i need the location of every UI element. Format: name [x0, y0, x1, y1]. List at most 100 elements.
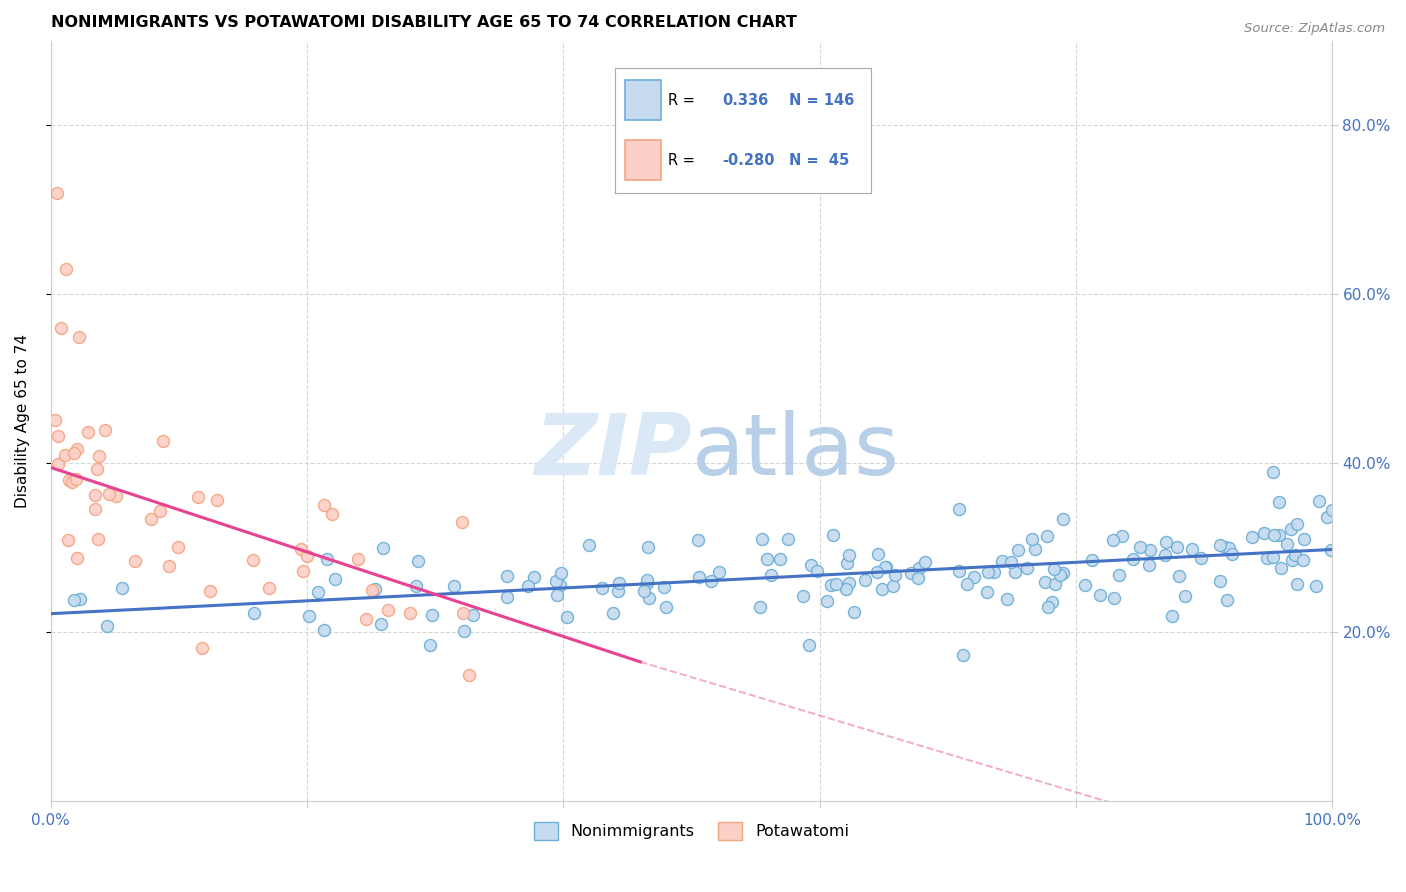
Point [759, 568, 782, 582]
Point [976, 584, 998, 599]
Text: ZIP: ZIP [534, 410, 692, 493]
Point [191, 641, 214, 656]
Point [602, 606, 624, 620]
Point [1253, 525, 1275, 540]
Point [637, 540, 659, 554]
Point [1088, 588, 1111, 602]
Point [1189, 551, 1212, 566]
Point [1286, 577, 1309, 591]
Point [111, 581, 134, 595]
Point [882, 579, 904, 593]
Point [907, 561, 929, 575]
Point [1004, 565, 1026, 579]
Point [607, 576, 630, 591]
Point [1111, 529, 1133, 543]
Point [963, 569, 986, 583]
Point [1284, 548, 1306, 562]
Point [948, 564, 970, 578]
Point [1213, 541, 1236, 555]
Point [952, 648, 974, 663]
Point [655, 600, 678, 615]
Point [1268, 528, 1291, 542]
Point [799, 638, 821, 652]
Point [149, 503, 172, 517]
Point [67, 329, 90, 343]
Point [346, 552, 368, 566]
Point [257, 581, 280, 595]
Point [373, 541, 395, 556]
Point [652, 580, 675, 594]
Point [361, 582, 384, 597]
Point [1033, 574, 1056, 589]
Point [60, 475, 83, 489]
Point [65, 550, 87, 565]
Point [815, 594, 838, 608]
Point [84, 488, 107, 502]
Point [1261, 549, 1284, 564]
Point [821, 527, 844, 541]
Point [842, 605, 865, 619]
Point [1261, 466, 1284, 480]
Point [1320, 542, 1343, 557]
Point [399, 606, 422, 620]
Point [1160, 608, 1182, 623]
Point [1049, 567, 1071, 582]
Point [1292, 553, 1315, 567]
Point [1153, 548, 1175, 562]
Point [636, 573, 658, 587]
Point [496, 590, 519, 604]
Text: Source: ZipAtlas.com: Source: ZipAtlas.com [1244, 22, 1385, 36]
Point [1000, 555, 1022, 569]
Point [1036, 599, 1059, 614]
Point [699, 574, 721, 589]
Point [314, 623, 336, 637]
Point [1168, 568, 1191, 582]
Point [1181, 541, 1204, 556]
Point [835, 556, 858, 570]
Point [496, 568, 519, 582]
Point [314, 498, 336, 512]
Point [866, 547, 889, 561]
Point [370, 617, 392, 632]
Point [405, 579, 427, 593]
Point [1209, 574, 1232, 589]
Point [853, 573, 876, 587]
Point [97, 487, 120, 501]
Point [44, 413, 66, 427]
Point [292, 564, 315, 578]
Point [139, 512, 162, 526]
Point [86, 532, 108, 546]
Point [1137, 558, 1160, 573]
Point [157, 558, 180, 573]
Point [325, 572, 347, 586]
Point [443, 579, 465, 593]
Point [1015, 561, 1038, 575]
Point [709, 565, 731, 579]
Point [1108, 568, 1130, 582]
Point [1139, 542, 1161, 557]
Point [65, 472, 87, 486]
Point [49, 321, 72, 335]
Point [914, 555, 936, 569]
Point [105, 489, 128, 503]
Point [1102, 533, 1125, 547]
Point [983, 566, 1005, 580]
Point [1043, 561, 1066, 575]
Point [63, 446, 86, 460]
Point [290, 541, 312, 556]
Point [688, 569, 710, 583]
Point [1241, 531, 1264, 545]
Point [1129, 541, 1152, 555]
Point [377, 603, 399, 617]
Point [1316, 509, 1339, 524]
Point [1279, 522, 1302, 536]
Point [776, 532, 799, 546]
Point [546, 574, 568, 589]
Point [458, 668, 481, 682]
Point [420, 608, 443, 623]
Point [838, 576, 860, 591]
Point [1294, 533, 1316, 547]
Point [55, 262, 77, 277]
Point [1074, 578, 1097, 592]
Point [96, 619, 118, 633]
